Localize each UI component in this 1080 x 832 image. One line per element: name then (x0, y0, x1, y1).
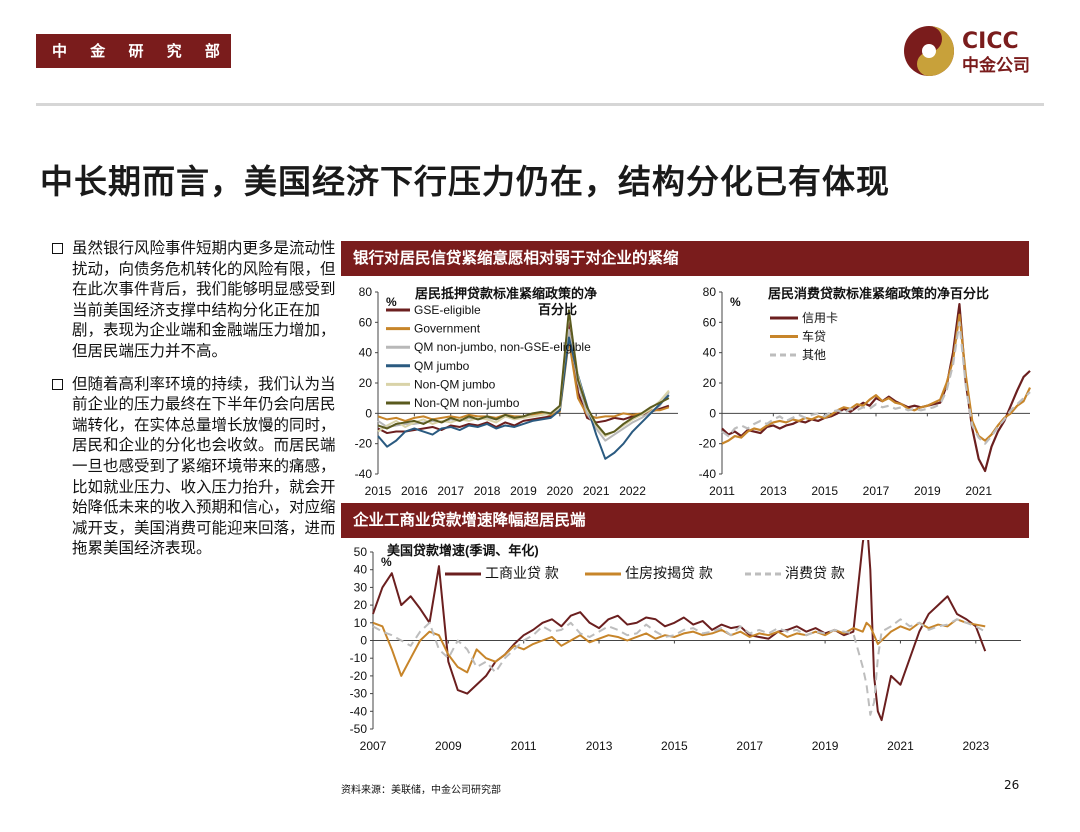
x-tick-label: 2011 (709, 484, 735, 498)
y-tick-label: 30 (354, 580, 368, 594)
chart-title: 居民抵押贷款标准紧缩政策的净百分比 (415, 286, 597, 317)
series-line (377, 318, 670, 435)
y-tick-label: 20 (703, 376, 717, 390)
bullet-text: 但随着高利率环境的持续，我们认为当前企业的压力最终在下半年仍会向居民端转化，在实… (72, 374, 336, 558)
y-tick-label: -50 (350, 722, 368, 736)
bullet-item: 虽然银行风险事件短期内更多是流动性扰动，向债务危机转化的风险有限，但在此次事件背… (52, 238, 342, 362)
chart-title: 居民消费贷款标准紧缩政策的净百分比 (768, 286, 989, 301)
y-tick-label: 60 (359, 315, 373, 329)
x-tick-label: 2007 (360, 739, 387, 753)
x-tick-label: 2022 (619, 484, 646, 498)
bullet-text: 虽然银行风险事件短期内更多是流动性扰动，向债务危机转化的风险有限，但在此次事件背… (72, 239, 336, 360)
series-line (721, 303, 1031, 473)
series-line (372, 618, 986, 716)
legend-label: 车贷 (802, 329, 826, 344)
series-line (377, 336, 670, 460)
legend-label: 工商业贷 款 (485, 565, 559, 581)
bullet-list: 虽然银行风险事件短期内更多是流动性扰动，向债务危机转化的风险有限，但在此次事件背… (52, 238, 342, 571)
bullet-item: 但随着高利率环境的持续，我们认为当前企业的压力最终在下半年仍会向居民端转化，在实… (52, 374, 342, 559)
y-tick-label: 80 (703, 285, 717, 299)
y-tick-label: -30 (350, 687, 368, 701)
legend-label: QM jumbo (414, 359, 470, 373)
consumer-standards-chart: 80 60 40 20 0 -20 -40 2011 2013 2015 2017 2019 2021%… (699, 285, 1031, 498)
y-tick-label: -20 (699, 437, 717, 451)
y-tick-label: 0 (709, 406, 716, 420)
legend-label: QM non-jumbo, non-GSE-eligible (414, 340, 591, 354)
legend-label: GSE-eligible (414, 303, 481, 317)
x-tick-label: 2017 (437, 484, 464, 498)
x-tick-label: 2023 (962, 739, 989, 753)
x-tick-label: 2015 (365, 484, 392, 498)
x-tick-label: 2019 (812, 739, 839, 753)
department-label: 中 金 研 究 部 (36, 34, 231, 68)
page-title: 中长期而言，美国经济下行压力仍在，结构分化已有体现 (40, 162, 890, 201)
y-tick-label: 20 (359, 376, 373, 390)
x-tick-label: 2009 (435, 739, 462, 753)
x-tick-label: 2013 (760, 484, 787, 498)
header-divider (36, 103, 1044, 106)
page-number: 26 (1004, 778, 1020, 792)
x-tick-label: 2017 (736, 739, 763, 753)
series-line (372, 618, 986, 677)
x-tick-label: 2018 (474, 484, 501, 498)
x-tick-label: 2021 (887, 739, 914, 753)
mortgage-standards-chart: 80 60 40 20 0 -20 -40 2015 2016 2017 2018 2019 2020 2… (355, 285, 678, 498)
y-tick-label: 20 (354, 598, 368, 612)
x-tick-label: 2019 (914, 484, 941, 498)
y-tick-label: -20 (350, 669, 368, 683)
y-tick-label: -10 (350, 651, 368, 665)
cicc-logo: CICC 中金公司 (904, 26, 1030, 76)
y-tick-label: 50 (354, 545, 368, 559)
y-tick-label: 60 (703, 315, 717, 329)
y-tick-label: 40 (354, 563, 368, 577)
source-note: 资料来源：美联储，中金公司研究部 (341, 785, 501, 796)
series-line (377, 309, 670, 436)
x-tick-label: 2013 (586, 739, 613, 753)
x-tick-label: 2017 (863, 484, 890, 498)
y-tick-label: -20 (355, 437, 373, 451)
y-tick-label: -40 (355, 467, 373, 481)
legend-label: 信用卡 (802, 311, 838, 325)
legend-label: 消费贷 款 (785, 565, 845, 581)
logo-text-en: CICC (962, 29, 1019, 54)
y-tick-label: 0 (365, 406, 372, 420)
loan-growth-chart: 50 40 30 20 10 0 -10 -20 -30 -40 -50 2007 2009 2011 20… (350, 540, 1021, 753)
x-tick-label: 2020 (546, 484, 573, 498)
y-tick-label: -40 (699, 467, 717, 481)
legend-label: Government (414, 322, 481, 336)
x-tick-label: 2015 (811, 484, 838, 498)
x-tick-label: 2016 (401, 484, 428, 498)
banner-bottom: 企业工商业贷款增速降幅超居民端 (341, 503, 1029, 538)
series-line (721, 321, 1031, 445)
x-tick-label: 2021 (583, 484, 610, 498)
y-unit-label: % (730, 295, 741, 309)
x-tick-label: 2015 (661, 739, 688, 753)
y-tick-label: 10 (354, 616, 368, 630)
legend-label: 其他 (802, 348, 826, 362)
chart-title: 美国贷款增速(季调、年化) (387, 543, 539, 558)
legend-label: Non-QM non-jumbo (414, 396, 520, 410)
square-bullet-icon (52, 378, 63, 390)
x-tick-label: 2021 (965, 484, 992, 498)
x-tick-label: 2011 (511, 739, 537, 753)
series-line (372, 540, 987, 722)
y-tick-label: 40 (359, 346, 373, 360)
y-tick-label: 0 (360, 634, 367, 648)
y-unit-label: % (381, 555, 392, 569)
logo-text-cn: 中金公司 (962, 55, 1030, 76)
y-unit-label: % (386, 295, 397, 309)
y-tick-label: 80 (359, 285, 373, 299)
square-bullet-icon (52, 243, 63, 254)
banner-top: 银行对居民信贷紧缩意愿相对弱于对企业的紧缩 (341, 241, 1029, 276)
y-tick-label: 40 (703, 346, 717, 360)
y-tick-label: -40 (350, 704, 368, 718)
legend-label: 住房按揭贷 款 (625, 565, 713, 581)
x-tick-label: 2019 (510, 484, 537, 498)
legend-label: Non-QM jumbo (414, 377, 496, 391)
